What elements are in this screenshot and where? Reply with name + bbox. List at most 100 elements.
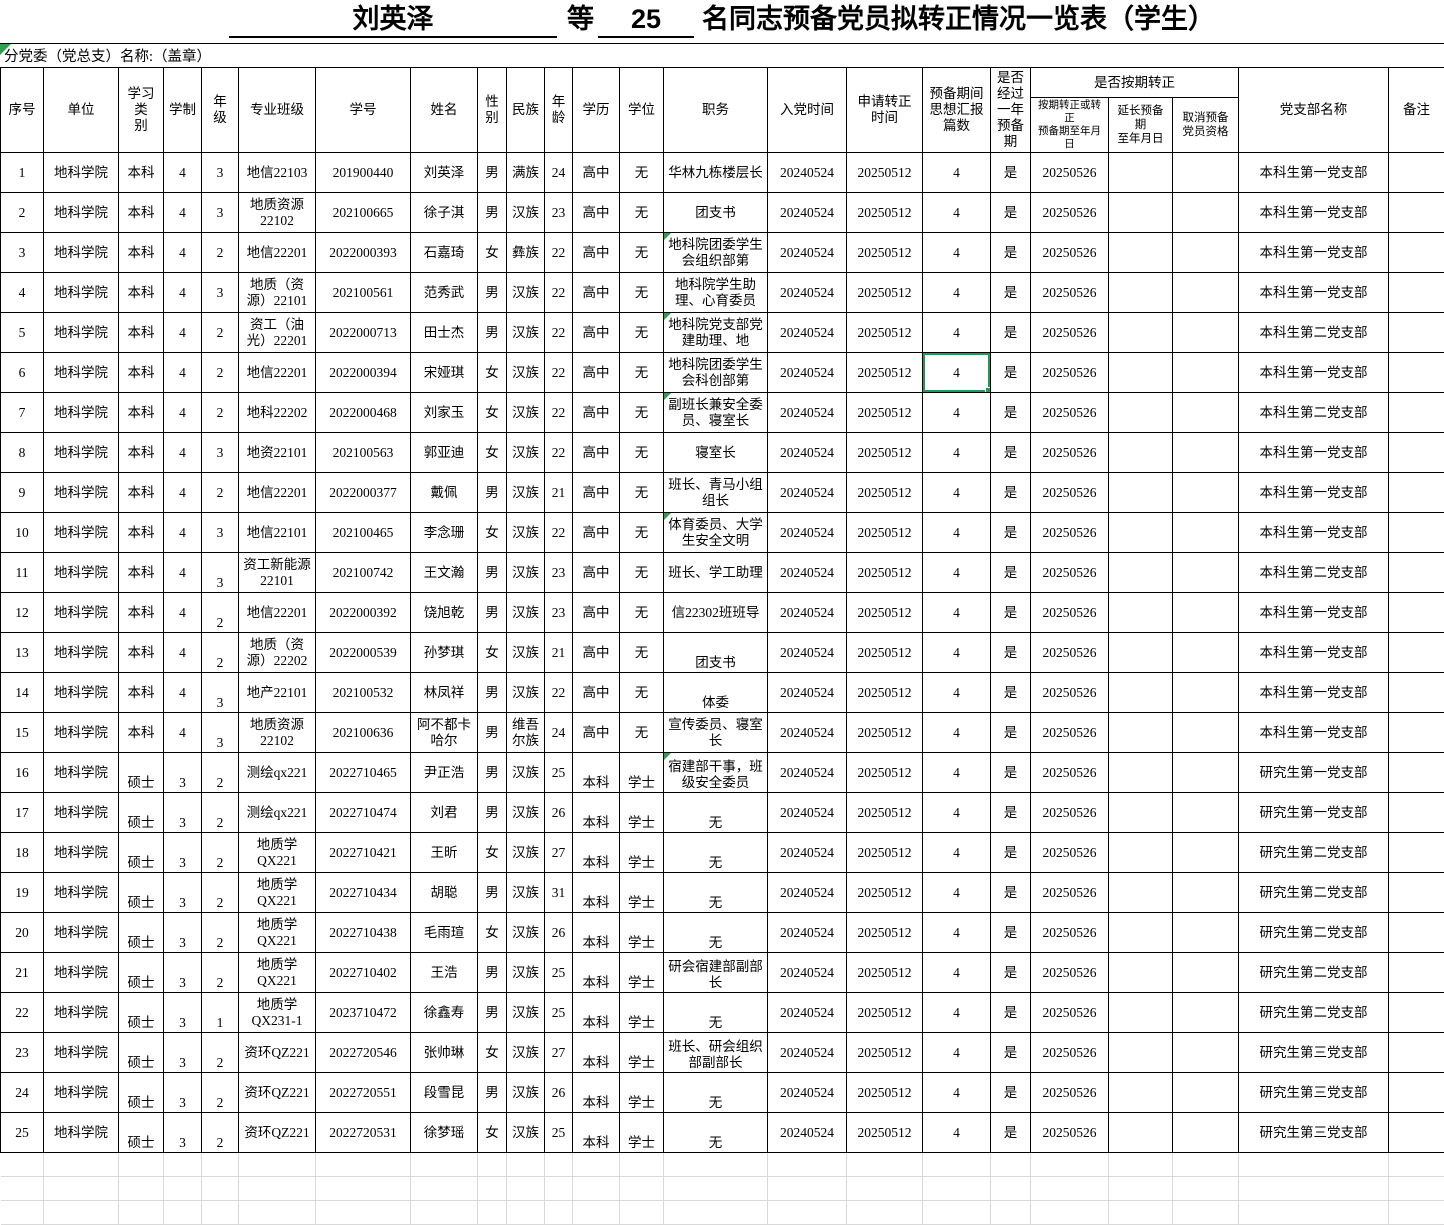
cell-on_time[interactable]: 20250526: [1031, 713, 1109, 753]
cell-unit[interactable]: 地科学院: [44, 833, 119, 873]
cell-duty[interactable]: 地科院团委学生会科创部第: [664, 353, 768, 393]
cell-extend[interactable]: [1109, 193, 1173, 233]
empty-cell[interactable]: [1031, 1201, 1109, 1225]
cell-ethnic[interactable]: 汉族: [507, 193, 545, 233]
cell-grade[interactable]: 2: [202, 233, 239, 273]
cell-reports[interactable]: 4: [923, 153, 991, 193]
cell-on_time[interactable]: 20250526: [1031, 673, 1109, 713]
cell-branch[interactable]: 本科生第一党支部: [1239, 713, 1389, 753]
empty-cell[interactable]: [545, 1201, 573, 1225]
cell-join[interactable]: 20240524: [768, 673, 847, 713]
cell-grade[interactable]: 2: [202, 953, 239, 993]
cell-category[interactable]: 本科: [119, 153, 164, 193]
cell-one_year[interactable]: 是: [991, 393, 1031, 433]
cell-grade[interactable]: 3: [202, 273, 239, 313]
cell-branch[interactable]: 研究生第二党支部: [1239, 833, 1389, 873]
cell-remark[interactable]: [1389, 393, 1444, 433]
cell-apply[interactable]: 20250512: [847, 1113, 923, 1153]
cell-unit[interactable]: 地科学院: [44, 273, 119, 313]
cell-on_time[interactable]: 20250526: [1031, 433, 1109, 473]
cell-years[interactable]: 3: [164, 1073, 202, 1113]
cell-seq[interactable]: 24: [1, 1073, 44, 1113]
cell-edu[interactable]: 高中: [573, 473, 620, 513]
cell-one_year[interactable]: 是: [991, 833, 1031, 873]
cell-one_year[interactable]: 是: [991, 473, 1031, 513]
empty-cell[interactable]: [239, 1153, 316, 1177]
cell-seq[interactable]: 20: [1, 913, 44, 953]
cell-seq[interactable]: 6: [1, 353, 44, 393]
cell-apply[interactable]: 20250512: [847, 153, 923, 193]
cell-remark[interactable]: [1389, 953, 1444, 993]
cell-name[interactable]: 石嘉琦: [411, 233, 478, 273]
cell-on_time[interactable]: 20250526: [1031, 1033, 1109, 1073]
cell-branch[interactable]: 本科生第一党支部: [1239, 513, 1389, 553]
empty-cell[interactable]: [202, 1177, 239, 1201]
cell-degree[interactable]: 学士: [620, 1113, 664, 1153]
col-header-gender[interactable]: 性 别: [478, 68, 507, 153]
col-header-on-time-group[interactable]: 是否按期转正: [1031, 68, 1239, 98]
cell-reports[interactable]: 4: [923, 753, 991, 793]
cell-on_time[interactable]: 20250526: [1031, 233, 1109, 273]
cell-years[interactable]: 4: [164, 473, 202, 513]
cell-unit[interactable]: 地科学院: [44, 233, 119, 273]
cell-ethnic[interactable]: 汉族: [507, 273, 545, 313]
cell-reports[interactable]: 4: [923, 673, 991, 713]
cell-seq[interactable]: 17: [1, 793, 44, 833]
cell-edu[interactable]: 高中: [573, 193, 620, 233]
cell-age[interactable]: 21: [545, 473, 573, 513]
cell-reports[interactable]: 4: [923, 633, 991, 673]
cell-reports[interactable]: 4: [923, 833, 991, 873]
empty-cell[interactable]: [316, 1153, 411, 1177]
empty-cell[interactable]: [316, 1201, 411, 1225]
cell-remark[interactable]: [1389, 1073, 1444, 1113]
cell-edu[interactable]: 本科: [573, 833, 620, 873]
cell-branch[interactable]: 本科生第一党支部: [1239, 273, 1389, 313]
cell-seq[interactable]: 12: [1, 593, 44, 633]
cell-cancel[interactable]: [1173, 153, 1239, 193]
cell-duty[interactable]: 无: [664, 993, 768, 1033]
empty-cell[interactable]: [164, 1153, 202, 1177]
cell-cancel[interactable]: [1173, 753, 1239, 793]
cell-degree[interactable]: 学士: [620, 833, 664, 873]
cell-reports[interactable]: 4: [923, 793, 991, 833]
cell-extend[interactable]: [1109, 833, 1173, 873]
cell-ethnic[interactable]: 汉族: [507, 553, 545, 593]
cell-extend[interactable]: [1109, 473, 1173, 513]
cell-seq[interactable]: 22: [1, 993, 44, 1033]
cell-degree[interactable]: 学士: [620, 993, 664, 1033]
empty-cell[interactable]: [847, 1201, 923, 1225]
cell-degree[interactable]: 无: [620, 673, 664, 713]
cell-gender[interactable]: 男: [478, 273, 507, 313]
empty-cell[interactable]: [1239, 1177, 1389, 1201]
cell-age[interactable]: 23: [545, 553, 573, 593]
cell-one_year[interactable]: 是: [991, 353, 1031, 393]
empty-cell[interactable]: [768, 1201, 847, 1225]
cell-remark[interactable]: [1389, 313, 1444, 353]
cell-join[interactable]: 20240524: [768, 433, 847, 473]
cell-years[interactable]: 4: [164, 593, 202, 633]
empty-cell[interactable]: [478, 1177, 507, 1201]
cell-category[interactable]: 本科: [119, 713, 164, 753]
cell-name[interactable]: 林凤祥: [411, 673, 478, 713]
cell-gender[interactable]: 女: [478, 433, 507, 473]
empty-cell[interactable]: [1031, 1177, 1109, 1201]
cell-duty[interactable]: 地科院团委学生会组织部第: [664, 233, 768, 273]
cell-one_year[interactable]: 是: [991, 793, 1031, 833]
cell-edu[interactable]: 高中: [573, 273, 620, 313]
cell-years[interactable]: 3: [164, 833, 202, 873]
cell-one_year[interactable]: 是: [991, 193, 1031, 233]
cell-join[interactable]: 20240524: [768, 393, 847, 433]
cell-on_time[interactable]: 20250526: [1031, 833, 1109, 873]
cell-grade[interactable]: 2: [202, 633, 239, 673]
cell-apply[interactable]: 20250512: [847, 713, 923, 753]
empty-cell[interactable]: [164, 1201, 202, 1225]
cell-cancel[interactable]: [1173, 713, 1239, 753]
empty-cell[interactable]: [202, 1201, 239, 1225]
cell-duty[interactable]: 地科院学生助理、心育委员: [664, 273, 768, 313]
cell-branch[interactable]: 研究生第二党支部: [1239, 993, 1389, 1033]
cell-degree[interactable]: 学士: [620, 753, 664, 793]
cell-ethnic[interactable]: 汉族: [507, 953, 545, 993]
cell-gender[interactable]: 男: [478, 193, 507, 233]
cell-cls[interactable]: 地质资源22102: [239, 193, 316, 233]
cell-apply[interactable]: 20250512: [847, 473, 923, 513]
